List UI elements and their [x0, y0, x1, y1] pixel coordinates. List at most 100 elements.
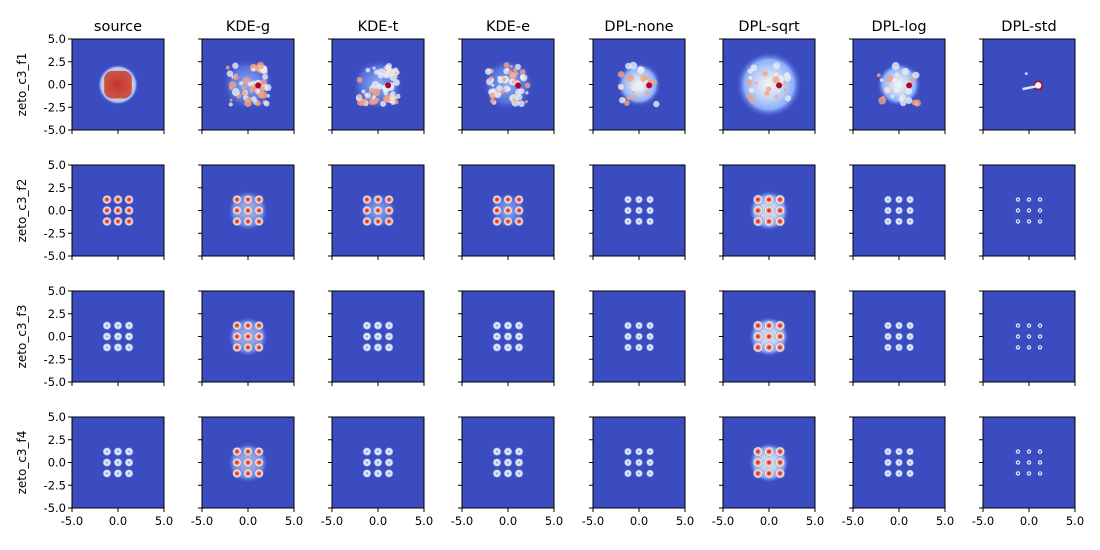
cluster-mark: [112, 194, 124, 205]
cluster-mark: [905, 332, 915, 341]
density-speckle: [372, 66, 376, 70]
x-tick-label: -5.0: [582, 514, 604, 528]
density-speckle: [617, 71, 625, 78]
cluster-mark: [242, 457, 254, 468]
panel-0-0: 5.0 2.5 0.0 -2.5 -5.0: [44, 32, 165, 137]
cluster-mark: [362, 320, 372, 331]
cluster-mark: [763, 204, 775, 217]
density-speckle: [762, 70, 768, 77]
density-speckle: [262, 74, 269, 80]
density-speckle: [509, 64, 513, 69]
cluster-mark: [253, 205, 265, 216]
density-speckle: [631, 84, 639, 92]
cluster-mark: [372, 194, 384, 205]
density-speckle: [748, 75, 753, 80]
density-speckle: [389, 94, 396, 102]
density-speckle: [491, 83, 495, 87]
cluster-mark: [124, 446, 134, 457]
cluster-mark: [491, 216, 503, 227]
y-tick-label: -2.5: [44, 478, 66, 492]
cluster-mark: [1026, 460, 1032, 465]
cluster-mark: [123, 216, 135, 227]
panel-3-5: -5.0 0.0 5.0: [712, 416, 824, 528]
density-speckle: [250, 96, 257, 102]
cluster-mark: [905, 447, 915, 456]
density-speckle: [484, 68, 492, 75]
cluster-mark: [124, 457, 134, 468]
density-speckle: [372, 88, 381, 97]
density-speckle: [364, 92, 371, 99]
panel-0-2: [328, 38, 425, 134]
cluster-mark: [514, 446, 524, 457]
cluster-mark: [763, 330, 775, 343]
cluster-mark: [231, 194, 243, 205]
panel-2-0: 5.0 2.5 0.0 -2.5 -5.0: [44, 284, 165, 389]
density-speckle: [390, 100, 396, 106]
cluster-mark: [634, 195, 644, 204]
cluster-mark: [503, 331, 513, 342]
cluster-mark: [253, 194, 265, 205]
density-speckle: [913, 99, 921, 107]
panel-background: [983, 417, 1075, 508]
density-speckle: [884, 86, 891, 94]
x-tick-label: 5.0: [1066, 514, 1084, 528]
column-title-7: DPL-std: [1001, 19, 1056, 35]
density-speckle: [260, 79, 267, 86]
cluster-mark: [905, 343, 915, 352]
x-tick-label: 0.0: [1020, 514, 1038, 528]
cluster-mark: [101, 205, 113, 216]
cluster-mark: [774, 341, 786, 353]
panel-1-5: [719, 164, 816, 260]
cluster-mark: [774, 456, 786, 469]
cluster-mark: [124, 331, 134, 342]
density-speckle: [899, 94, 906, 101]
cluster-mark: [894, 206, 904, 215]
cluster-mark: [383, 194, 395, 205]
density-speckle: [368, 97, 376, 106]
cluster-mark: [383, 205, 395, 216]
density-speckle: [515, 93, 523, 101]
cluster-mark: [503, 457, 513, 468]
cluster-mark: [124, 342, 134, 353]
x-tick-label: 5.0: [415, 514, 433, 528]
density-speckle: [773, 62, 781, 70]
panel-1-4: [589, 164, 686, 260]
cluster-mark: [634, 332, 644, 341]
cluster-mark: [231, 320, 243, 331]
cluster-mark: [1015, 197, 1021, 202]
density-speckle: [233, 74, 239, 81]
cluster-mark: [752, 320, 764, 332]
density-speckle: [644, 79, 648, 83]
density-speckle: [356, 77, 363, 83]
density-speckle: [228, 81, 237, 89]
density-speckle: [231, 88, 240, 97]
y-tick-label: 0.0: [48, 330, 66, 344]
y-tick-label: 2.5: [48, 307, 66, 321]
panel-0-7: [979, 38, 1076, 134]
density-speckle: [393, 67, 399, 72]
cluster-mark: [253, 457, 265, 468]
cluster-mark: [123, 205, 135, 216]
cluster-mark: [905, 469, 915, 478]
row-label-0: zeto_c3_f1: [15, 53, 29, 117]
panel-3-1: -5.0 0.0 5.0: [191, 416, 303, 528]
density-peak: [515, 82, 522, 89]
cluster-mark: [645, 469, 655, 478]
panel-3-6: -5.0 0.0 5.0: [842, 416, 954, 528]
cluster-mark: [1037, 345, 1043, 350]
cluster-mark: [373, 446, 383, 457]
cluster-mark: [894, 458, 904, 467]
cluster-mark: [623, 332, 633, 341]
cluster-mark: [894, 469, 904, 478]
density-speckle: [384, 73, 388, 77]
column-title-0: source: [94, 19, 142, 35]
cluster-mark: [905, 206, 915, 215]
x-tick-label: -5.0: [321, 514, 343, 528]
density-speckle: [245, 96, 252, 103]
cluster-mark: [514, 468, 524, 479]
cluster-mark: [623, 195, 633, 204]
cluster-mark: [752, 446, 764, 458]
density-speckle: [229, 98, 233, 102]
cluster-mark: [645, 447, 655, 456]
density-speckle: [774, 94, 778, 99]
